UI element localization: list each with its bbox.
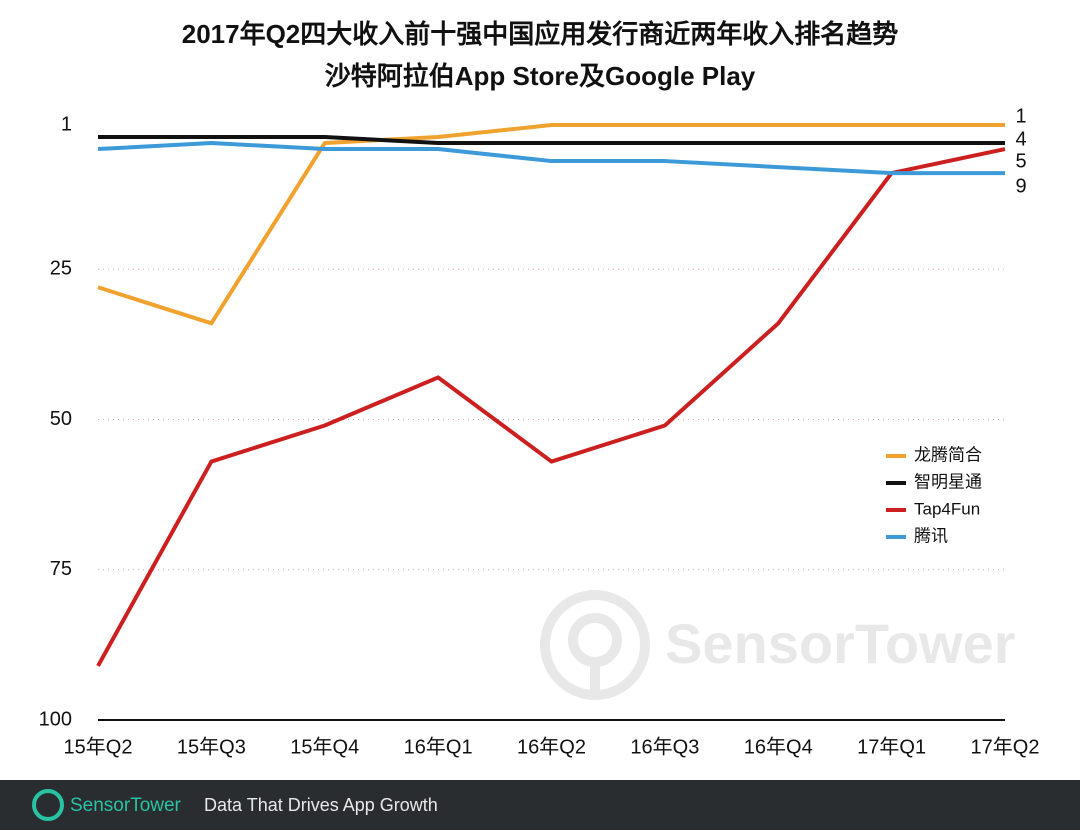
x-tick-label: 15年Q4 — [290, 735, 359, 758]
x-tick-label: 16年Q3 — [630, 735, 699, 758]
footer-logo — [32, 789, 64, 821]
x-tick-label: 17年Q2 — [971, 735, 1040, 758]
chart-subtitle: 沙特阿拉伯App Store及Google Play — [325, 61, 756, 91]
y-tick-label: 50 — [50, 408, 72, 430]
end-label: 1 — [1015, 105, 1026, 127]
footer-brand: SensorTower — [70, 795, 182, 816]
end-label: 4 — [1015, 128, 1026, 150]
series-line — [97, 123, 1005, 326]
series-line — [96, 147, 1006, 667]
watermark-logo — [540, 590, 650, 700]
x-tick-label: 15年Q3 — [177, 735, 246, 758]
y-tick-label: 1 — [61, 113, 72, 135]
y-tick-label: 100 — [39, 708, 72, 730]
x-tick-label: 16年Q4 — [744, 735, 813, 758]
y-tick-label: 25 — [50, 258, 72, 280]
x-tick-label: 16年Q2 — [517, 735, 586, 758]
end-label: 5 — [1015, 150, 1026, 172]
x-tick-label: 17年Q1 — [857, 735, 926, 758]
legend-label: 腾讯 — [914, 526, 948, 545]
legend-label: 龙腾简合 — [914, 445, 982, 464]
footer-bar — [0, 780, 1080, 830]
legend-label: Tap4Fun — [914, 499, 980, 518]
x-tick-label: 15年Q2 — [64, 735, 133, 758]
chart-title: 2017年Q2四大收入前十强中国应用发行商近两年收入排名趋势 — [182, 19, 899, 49]
series-line — [97, 141, 1005, 176]
footer-tagline: Data That Drives App Growth — [204, 795, 438, 815]
y-tick-label: 75 — [50, 558, 72, 580]
x-tick-label: 16年Q1 — [404, 735, 473, 758]
end-label: 9 — [1015, 175, 1026, 197]
series-line — [98, 135, 1005, 146]
watermark: SensorTower — [665, 612, 1016, 675]
legend-label: 智明星通 — [914, 472, 982, 491]
